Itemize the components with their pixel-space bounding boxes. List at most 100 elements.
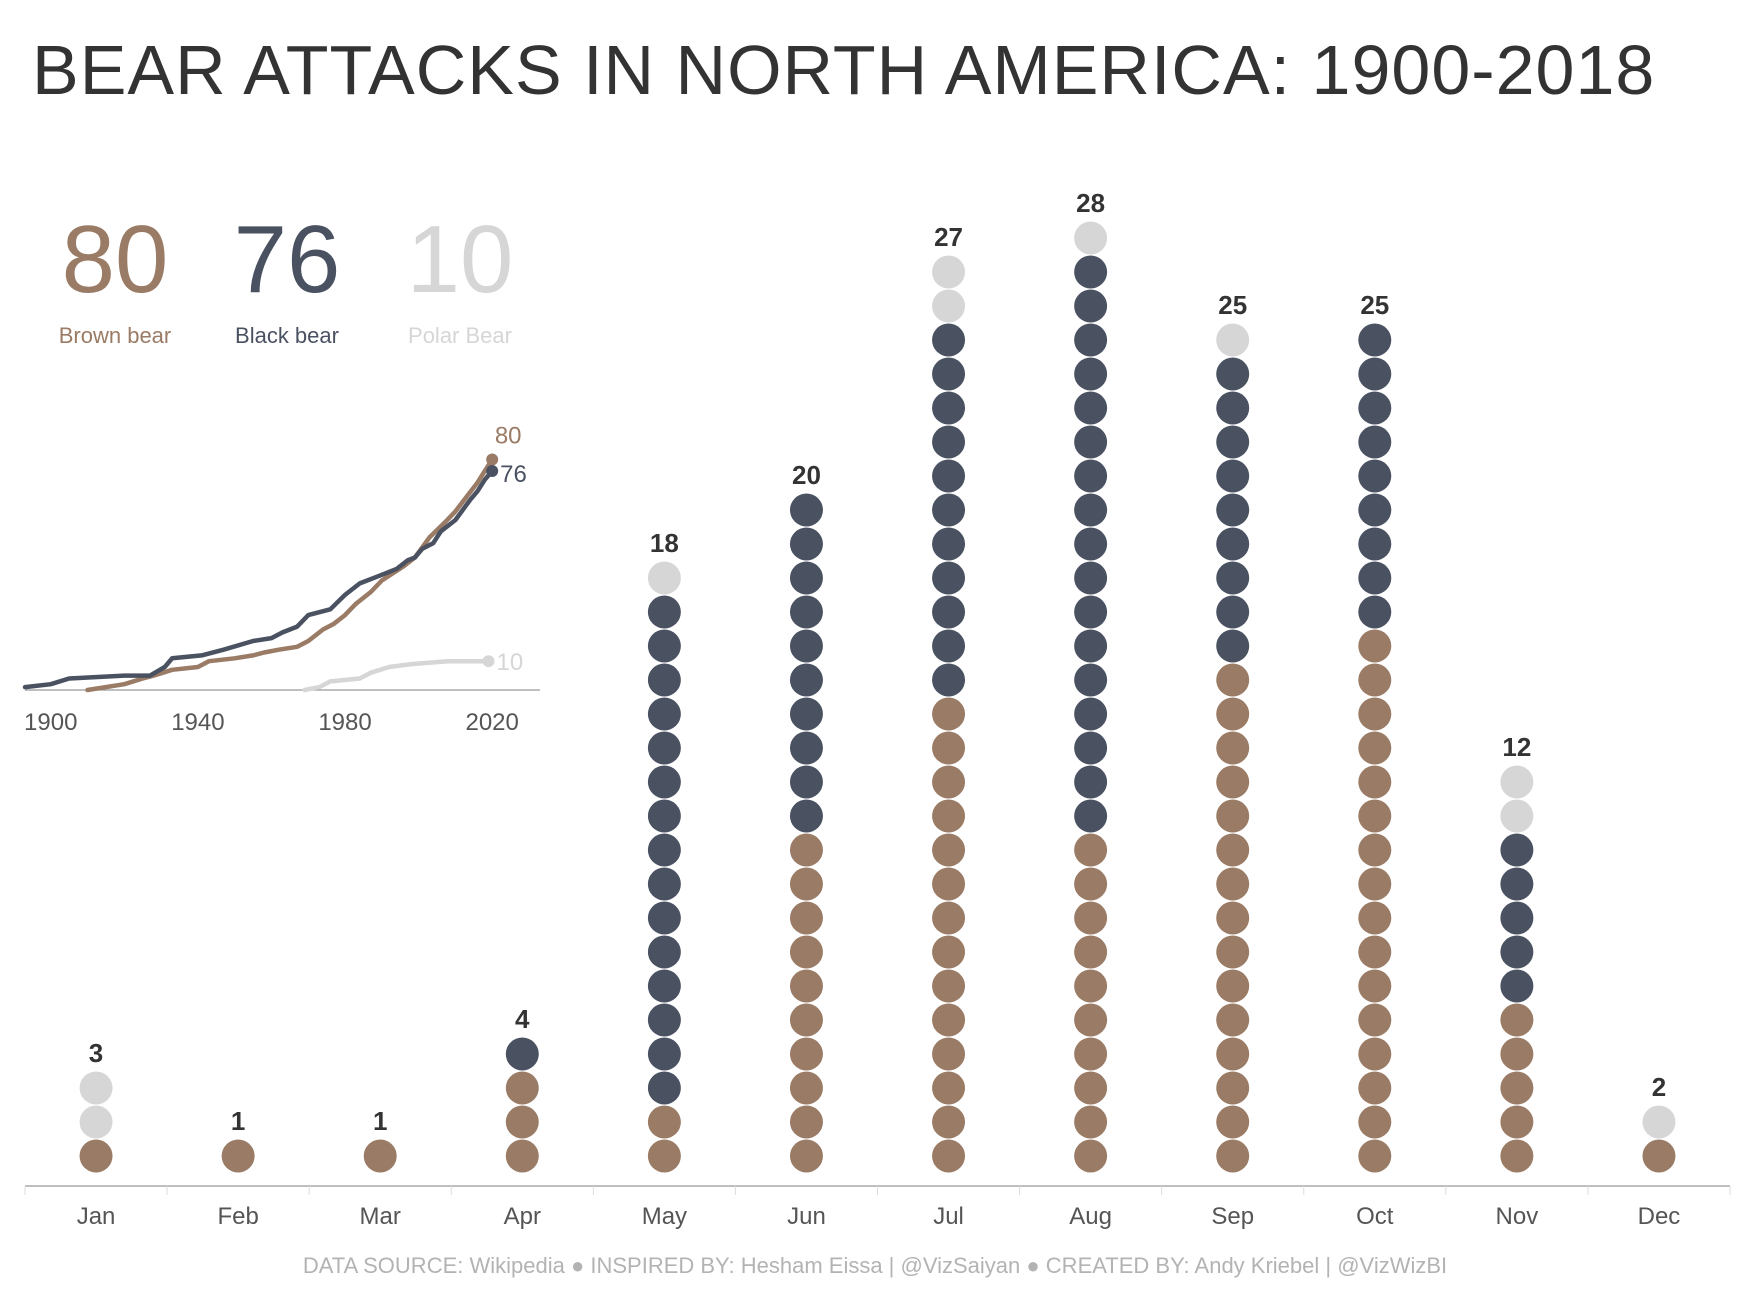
month-total-label: 3	[89, 1038, 103, 1068]
dot-brown	[789, 833, 823, 867]
dot-black	[932, 357, 966, 391]
kpi-brown-bear: 80 Brown bear	[30, 205, 200, 349]
month-column-may: 18	[647, 528, 681, 1173]
month-total-label: 1	[231, 1106, 245, 1136]
dot-brown	[1358, 969, 1392, 1003]
dot-brown	[789, 1071, 823, 1105]
dot-brown	[1216, 901, 1250, 935]
dot-polar	[1500, 799, 1534, 833]
dot-brown	[789, 969, 823, 1003]
dot-brown	[1074, 833, 1108, 867]
line-end-marker-black	[486, 465, 499, 478]
dot-black	[1074, 493, 1108, 527]
dot-polar	[1500, 765, 1534, 799]
dot-black	[789, 493, 823, 527]
dot-black	[647, 595, 681, 629]
month-column-feb: 1	[221, 1106, 255, 1173]
dot-polar	[932, 255, 966, 289]
dot-black	[1074, 561, 1108, 595]
dot-brown	[1358, 833, 1392, 867]
kpi-brown-bear-value: 80	[61, 206, 169, 313]
dot-brown	[932, 731, 966, 765]
dot-black	[647, 935, 681, 969]
dot-polar	[79, 1105, 113, 1139]
dot-black	[932, 663, 966, 697]
dot-brown	[932, 1037, 966, 1071]
dot-brown	[789, 867, 823, 901]
dot-black	[1074, 527, 1108, 561]
dot-brown	[1358, 629, 1392, 663]
dot-brown	[1358, 1037, 1392, 1071]
kpi-brown-bear-label: Brown bear	[58, 323, 172, 348]
dot-black	[1074, 731, 1108, 765]
dot-brown	[505, 1139, 539, 1173]
dot-black	[1074, 629, 1108, 663]
dot-black	[1216, 425, 1250, 459]
dot-black	[932, 561, 966, 595]
month-total-label: 12	[1502, 732, 1531, 762]
month-total-label: 27	[934, 222, 963, 252]
dot-black	[647, 629, 681, 663]
dot-black	[1216, 357, 1250, 391]
dot-black	[1216, 391, 1250, 425]
dot-black	[932, 425, 966, 459]
dot-black	[932, 391, 966, 425]
dot-brown	[1074, 1071, 1108, 1105]
dot-black	[647, 765, 681, 799]
dot-black	[1074, 765, 1108, 799]
dot-black	[932, 595, 966, 629]
dot-brown	[1358, 1071, 1392, 1105]
dot-brown	[1216, 1105, 1250, 1139]
month-total-label: 28	[1076, 188, 1105, 218]
kpi-black-bear-value: 76	[233, 206, 341, 313]
month-total-label: 18	[650, 528, 679, 558]
dot-brown	[932, 799, 966, 833]
dot-black	[647, 1071, 681, 1105]
dot-brown	[789, 1003, 823, 1037]
month-column-aug: 28	[1074, 188, 1108, 1173]
dot-brown	[1358, 663, 1392, 697]
dot-black	[1074, 357, 1108, 391]
dot-black	[647, 799, 681, 833]
dot-brown	[932, 1003, 966, 1037]
line-chart-x-tick-1980: 1980	[318, 709, 371, 736]
footer-credits: DATA SOURCE: Wikipedia ● INSPIRED BY: He…	[302, 1253, 1448, 1278]
dot-brown	[932, 697, 966, 731]
dot-brown	[1074, 1003, 1108, 1037]
month-column-dec: 2	[1642, 1072, 1676, 1173]
dot-polar	[79, 1071, 113, 1105]
dot-black	[1500, 969, 1534, 1003]
dot-brown	[1074, 969, 1108, 1003]
month-label-oct: Oct	[1356, 1203, 1394, 1230]
dot-brown	[1358, 799, 1392, 833]
dot-brown	[1358, 1105, 1392, 1139]
dot-brown	[1358, 935, 1392, 969]
month-column-jan: 3	[79, 1038, 113, 1173]
kpi-panel: 80 Brown bear 76 Black bear 10 Polar Bea…	[30, 205, 550, 365]
month-column-jun: 20	[789, 460, 823, 1173]
dot-brown	[1216, 1071, 1250, 1105]
month-total-label: 25	[1360, 290, 1389, 320]
dot-black	[647, 697, 681, 731]
dot-black	[1500, 833, 1534, 867]
dot-brown	[932, 969, 966, 1003]
dot-brown	[1216, 833, 1250, 867]
dot-brown	[1074, 1037, 1108, 1071]
month-total-label: 1	[373, 1106, 387, 1136]
dot-black	[1074, 391, 1108, 425]
dot-black	[789, 663, 823, 697]
month-label-nov: Nov	[1496, 1203, 1539, 1230]
dot-black	[1216, 561, 1250, 595]
dot-black	[1074, 289, 1108, 323]
dot-brown	[932, 901, 966, 935]
dot-brown	[789, 1105, 823, 1139]
dot-black	[1358, 357, 1392, 391]
line-end-label-black: 76	[500, 461, 527, 488]
month-label-sep: Sep	[1211, 1203, 1254, 1230]
dot-black	[647, 731, 681, 765]
dot-black	[1358, 527, 1392, 561]
month-column-jul: 27	[932, 222, 966, 1173]
dot-brown	[1216, 1139, 1250, 1173]
dot-brown	[1642, 1139, 1676, 1173]
